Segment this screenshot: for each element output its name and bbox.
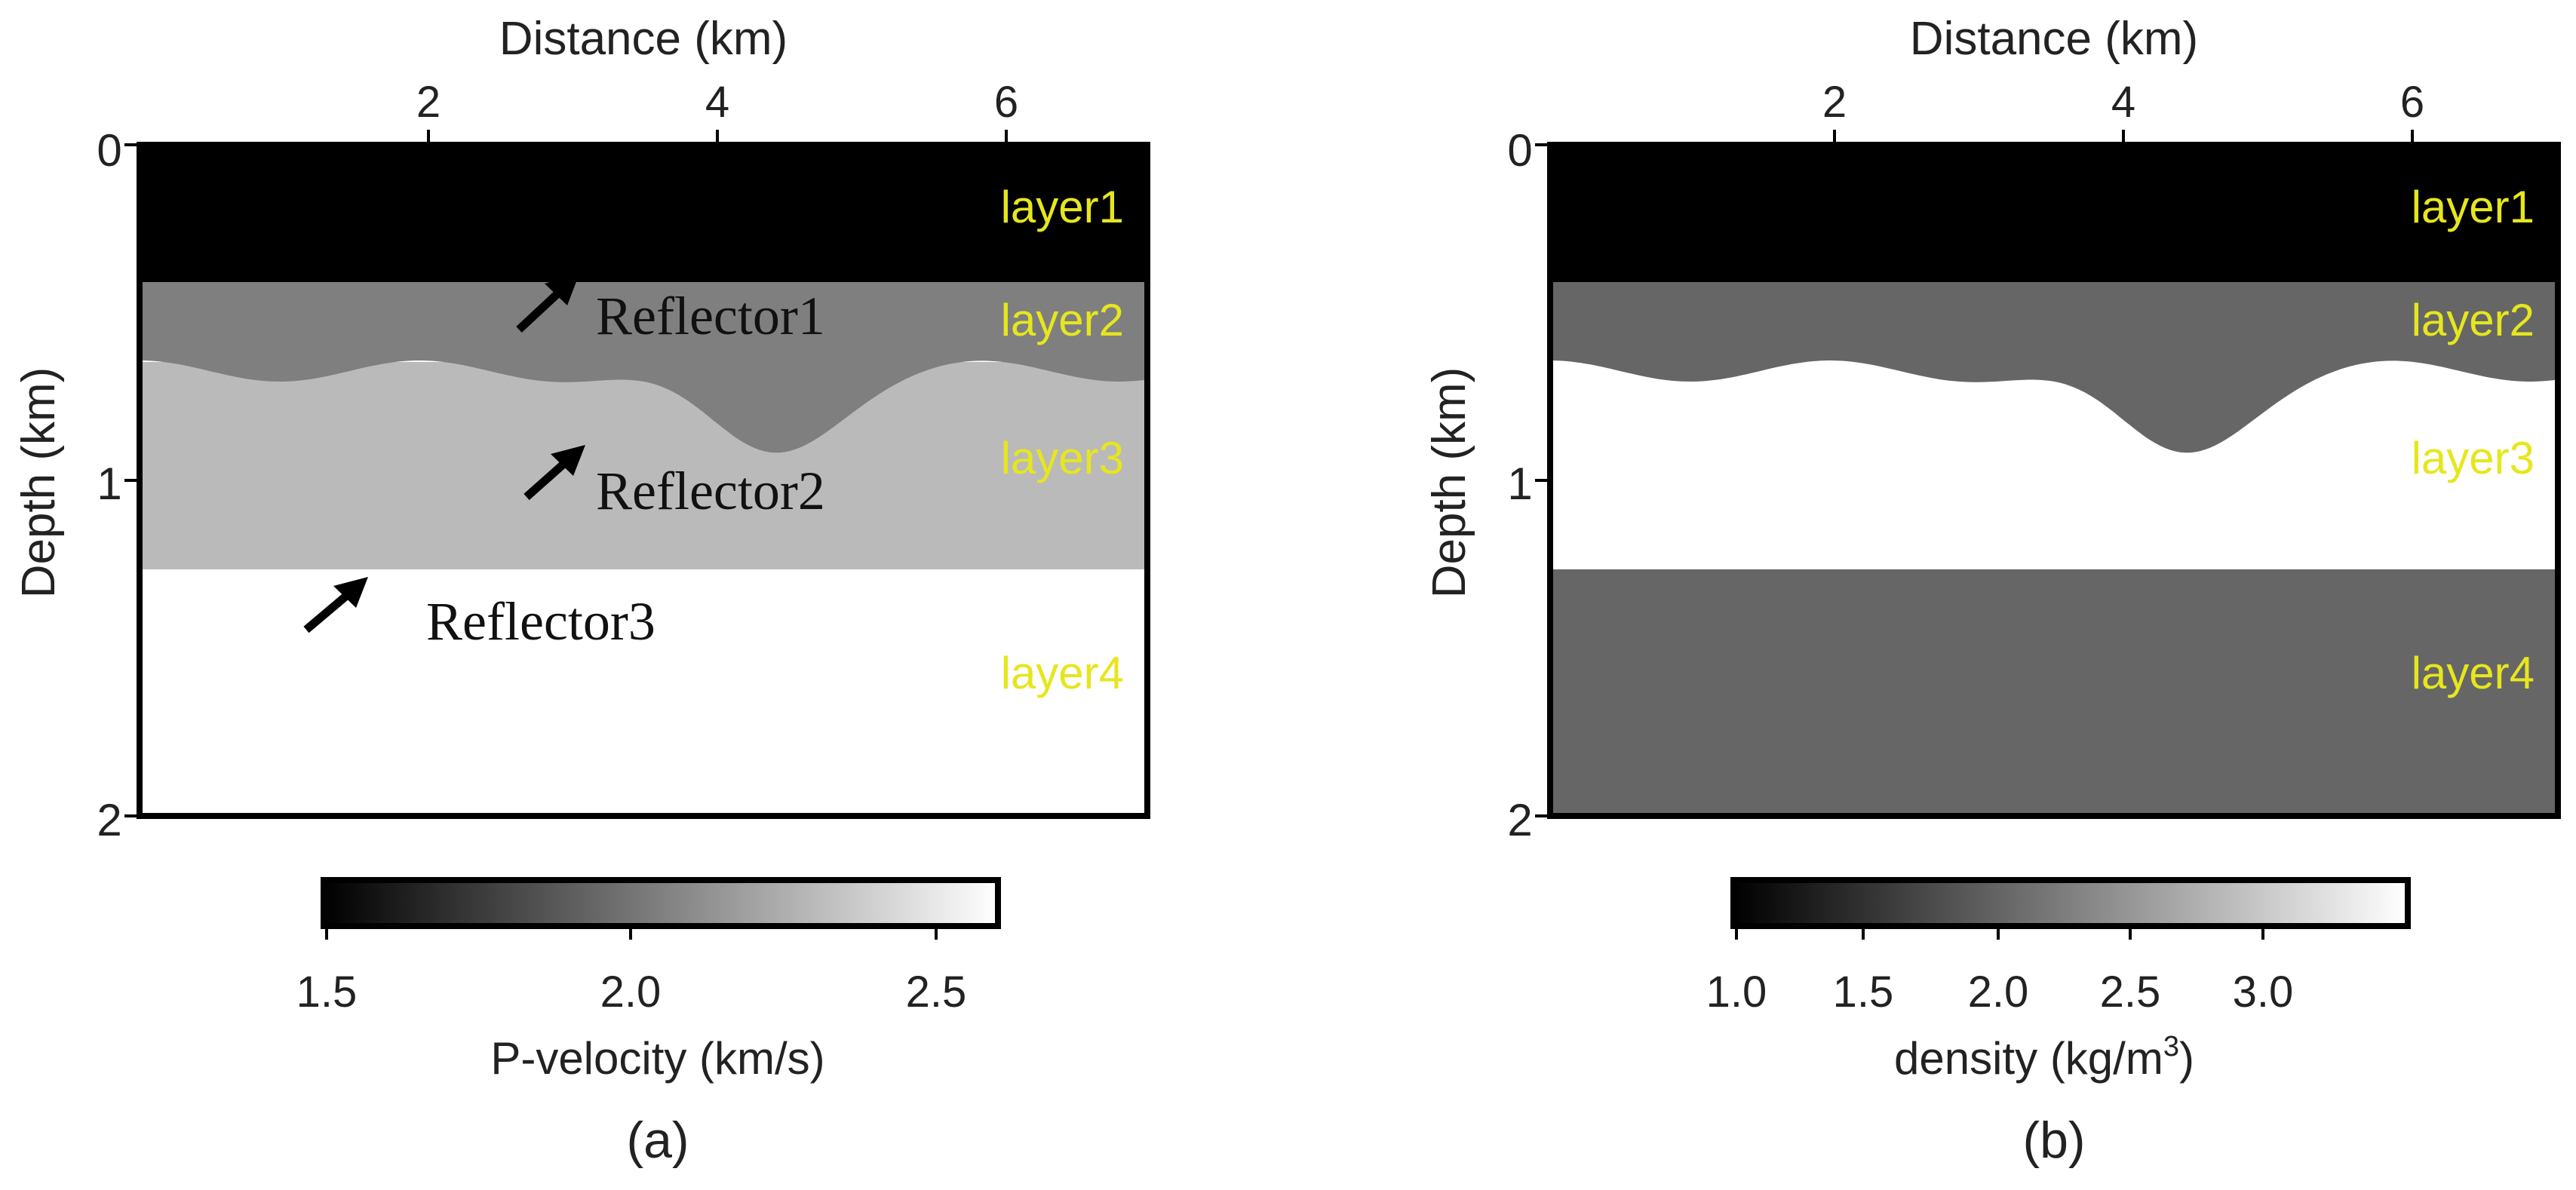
colorbar-b: 1.0 1.5 2.0 2.5 3.0 density (kg/m3) [1706,877,2411,1084]
colorbar-gradient [1730,877,2411,929]
y-tick-label: 1 [97,459,121,509]
layer4-region [1550,569,2558,816]
layer1-region [1550,145,2558,282]
colorbar-tick-label: 1.5 [296,968,358,1017]
arrow-icon [516,286,565,333]
layer1-label: layer1 [2412,182,2535,232]
colorbar-tick-label: 2.0 [1968,968,2029,1017]
x-axis-label: Distance (km) [499,13,788,65]
colorbar-gradient [321,877,1001,929]
layer2-label: layer2 [2412,295,2535,345]
y-ticks: 0 1 2 [1507,125,1550,845]
x-tick-label: 4 [2111,78,2135,127]
colorbar-tick-label: 2.5 [906,968,967,1017]
y-tick-label: 0 [1507,125,1532,176]
layer2-region [1550,282,2558,453]
reflector1-label: Reflector1 [596,286,825,346]
layer4-label: layer4 [1001,648,1124,698]
layer2-label: layer2 [1001,295,1124,345]
x-axis-label: Distance (km) [1910,13,2198,65]
arrowhead-icon [333,577,368,608]
colorbar-label-main: density (kg/m [1894,1033,2163,1084]
x-ticks: 2 4 6 [1822,78,2424,145]
layer3-label: layer3 [1001,433,1124,483]
x-ticks: 2 4 6 [416,78,1018,145]
y-axis-label: Depth (km) [1423,367,1475,599]
layer2-region [140,282,1147,453]
reflector3-label: Reflector3 [426,591,656,652]
x-tick-label: 2 [1822,78,1847,127]
reflector1-annotation: Reflector1 [516,274,825,346]
y-ticks: 0 1 2 [97,125,140,845]
colorbar-tick-label: 1.5 [1833,968,1894,1017]
panel-a: Distance (km) 2 4 6 Depth (km) 0 1 2 lay… [13,13,1150,1169]
y-axis-label: Depth (km) [13,367,65,599]
reflector3-annotation: Reflector3 [303,577,656,652]
colorbar-a: 1.5 2.0 2.5 P-velocity (km/s) [296,877,1001,1084]
reflector2-label: Reflector2 [596,461,825,521]
colorbar-tick-label: 1.0 [1706,968,1767,1017]
layer3-label: layer3 [2412,433,2535,483]
x-tick-label: 2 [416,78,441,127]
x-tick-label: 4 [705,78,729,127]
panel-caption: (a) [626,1112,689,1169]
layer4-label: layer4 [2412,648,2535,698]
colorbar-label: P-velocity (km/s) [490,1033,824,1084]
layer3-region [1550,362,2558,569]
arrow-icon [303,589,353,633]
colorbar-tick-label: 2.5 [2100,968,2161,1017]
x-tick-label: 6 [2400,78,2424,127]
colorbar-tick-label: 2.0 [600,968,662,1017]
colorbar-label-sup: 3 [2163,1031,2179,1063]
arrowhead-icon [545,274,579,305]
panel-caption: (b) [2022,1112,2085,1169]
colorbar-label-end: ) [2179,1033,2194,1084]
y-tick-label: 2 [1507,795,1532,845]
y-tick-label: 2 [97,795,121,845]
layer1-region [140,145,1147,282]
arrowhead-icon [551,445,585,476]
colorbar-label: density (kg/m3) [1894,1031,2194,1084]
y-tick-label: 0 [97,125,121,176]
colorbar-tick-label: 3.0 [2233,968,2294,1017]
layer1-label: layer1 [1001,182,1124,232]
x-tick-label: 6 [994,78,1018,127]
layer4-region [140,569,1147,816]
y-tick-label: 1 [1507,459,1532,509]
reflector2-annotation: Reflector2 [523,445,825,521]
arrow-icon [523,457,570,501]
panel-b: Distance (km) 2 4 6 Depth (km) 0 1 2 lay… [1423,13,2561,1169]
layer3-region [140,362,1147,569]
